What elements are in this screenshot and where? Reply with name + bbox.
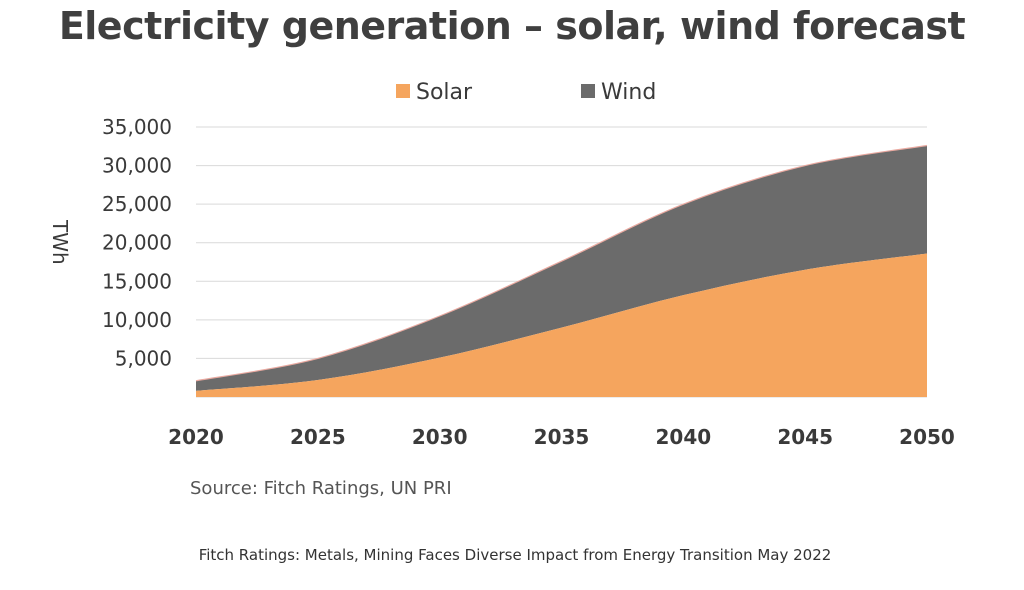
x-tick-label: 2050 <box>899 425 955 449</box>
legend: Solar Wind <box>0 80 1024 110</box>
x-tick-label: 2025 <box>290 425 346 449</box>
footer-caption: Fitch Ratings: Metals, Mining Faces Dive… <box>198 546 832 564</box>
legend-item-solar: Solar <box>396 80 472 105</box>
y-tick-label: 5,000 <box>115 346 172 370</box>
x-tick-label: 2020 <box>168 425 224 449</box>
chart-title: Electricity generation – solar, wind for… <box>58 4 966 48</box>
legend-swatch-solar <box>396 84 410 98</box>
area-solar <box>196 253 927 397</box>
legend-swatch-wind <box>581 84 595 98</box>
y-axis-ticks: 5,000 10,000 15,000 20,000 25,000 30,000 35,00… <box>102 115 172 370</box>
x-tick-label: 2030 <box>412 425 468 449</box>
x-tick-label: 2045 <box>777 425 833 449</box>
area-top-edge <box>195 144 928 382</box>
legend-label-solar: Solar <box>416 80 473 105</box>
chart-area: 5,000 10,000 15,000 20,000 25,000 30,000 35,00… <box>102 115 955 449</box>
y-tick-label: 35,000 <box>102 115 172 139</box>
x-tick-label: 2040 <box>655 425 711 449</box>
y-tick-label: 20,000 <box>102 231 172 255</box>
y-tick-label: 25,000 <box>102 192 172 216</box>
legend-item-wind: Wind <box>581 80 656 105</box>
legend-label-wind: Wind <box>601 80 657 105</box>
y-tick-label: 30,000 <box>102 154 172 178</box>
y-tick-label: 10,000 <box>102 308 172 332</box>
area-wind <box>196 145 927 391</box>
y-tick-label: 15,000 <box>102 269 172 293</box>
area-series <box>195 144 928 397</box>
x-tick-label: 2035 <box>534 425 590 449</box>
source-note: Source: Fitch Ratings, UN PRI <box>190 478 452 499</box>
x-axis-ticks: 2020 2025 2030 2035 2040 2045 2050 <box>168 425 955 449</box>
